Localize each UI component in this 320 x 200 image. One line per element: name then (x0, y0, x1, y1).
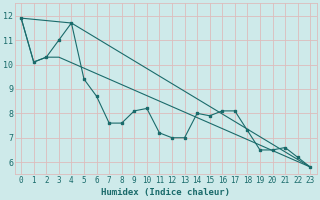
X-axis label: Humidex (Indice chaleur): Humidex (Indice chaleur) (101, 188, 230, 197)
